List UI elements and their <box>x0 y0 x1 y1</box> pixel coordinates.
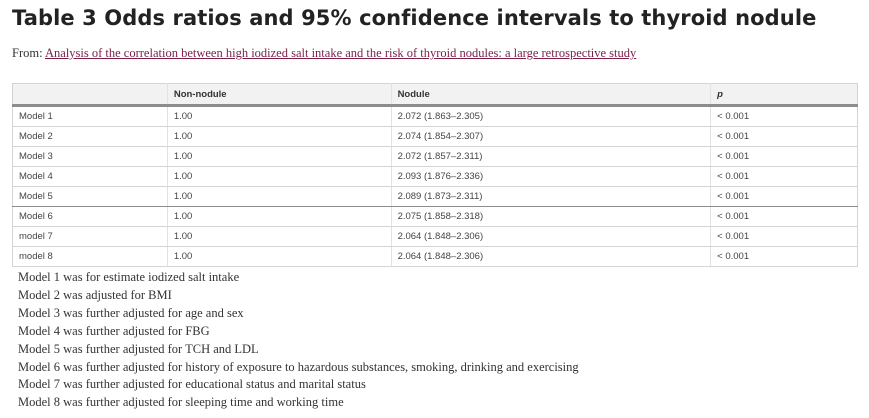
table-header-row: Non-nodule Nodule p <box>12 83 858 107</box>
cell-model: Model 4 <box>12 166 168 187</box>
cell-model: Model 3 <box>12 146 168 167</box>
footnote: Model 3 was further adjusted for age and… <box>18 305 244 320</box>
table-row: Model 2 1.00 2.074 (1.854–2.307) < 0.001 <box>12 126 858 147</box>
page-title: Table 3 Odds ratios and 95% confidence i… <box>12 6 817 30</box>
cell-non-nodule: 1.00 <box>166 105 392 127</box>
cell-nodule: 2.089 (1.873–2.311) <box>390 186 711 207</box>
table-row: Model 3 1.00 2.072 (1.857–2.311) < 0.001 <box>12 146 858 167</box>
footnote: Model 1 was for estimate iodized salt in… <box>18 270 240 284</box>
cell-p: < 0.001 <box>710 105 858 127</box>
cell-model: model 7 <box>12 226 168 247</box>
table-row: Model 5 1.00 2.089 (1.873–2.311) < 0.001 <box>12 186 858 207</box>
cell-model: model 8 <box>12 246 168 267</box>
cell-model: Model 5 <box>12 186 168 207</box>
odds-ratio-table: Non-nodule Nodule p Model 1 1.00 2.072 (… <box>12 83 858 267</box>
cell-model: Model 1 <box>12 105 168 127</box>
cell-model: Model 6 <box>12 206 168 227</box>
cell-p: < 0.001 <box>710 146 858 167</box>
table-row: Model 1 1.00 2.072 (1.863–2.305) < 0.001 <box>12 105 858 127</box>
header-non-nodule: Non-nodule <box>166 83 392 107</box>
cell-p: < 0.001 <box>710 226 858 247</box>
header-model <box>12 83 168 107</box>
cell-p: < 0.001 <box>710 166 858 187</box>
footnote: Model 7 was further adjusted for educati… <box>18 377 366 392</box>
table-row: model 8 1.00 2.064 (1.848–2.306) < 0.001 <box>12 246 858 267</box>
cell-p: < 0.001 <box>710 186 858 207</box>
cell-non-nodule: 1.00 <box>166 126 392 147</box>
cell-nodule: 2.074 (1.854–2.307) <box>390 126 711 147</box>
header-nodule: Nodule <box>390 83 711 107</box>
footnote: Model 8 was further adjusted for sleepin… <box>18 395 344 410</box>
footnote: Model 4 was further adjusted for FBG <box>18 323 210 338</box>
cell-non-nodule: 1.00 <box>166 146 392 167</box>
cell-nodule: 2.075 (1.858–2.318) <box>390 206 711 227</box>
cell-nodule: 2.064 (1.848–2.306) <box>390 246 711 267</box>
header-p: p <box>710 83 858 107</box>
footnote: Model 6 was further adjusted for history… <box>18 359 579 374</box>
cell-nodule: 2.072 (1.863–2.305) <box>390 105 711 127</box>
cell-p: < 0.001 <box>710 206 858 227</box>
source-prefix: From: <box>12 46 43 60</box>
table-row: Model 6 1.00 2.075 (1.858–2.318) < 0.001 <box>12 206 858 227</box>
table-row: model 7 1.00 2.064 (1.848–2.306) < 0.001 <box>12 226 858 247</box>
cell-nodule: 2.093 (1.876–2.336) <box>390 166 711 187</box>
cell-non-nodule: 1.00 <box>166 186 392 207</box>
cell-model: Model 2 <box>12 126 168 147</box>
cell-p: < 0.001 <box>710 246 858 267</box>
table-footnotes: Model 1 was for estimate iodized salt in… <box>18 269 579 412</box>
cell-nodule: 2.064 (1.848–2.306) <box>390 226 711 247</box>
footnote: Model 2 was adjusted for BMI <box>18 287 172 302</box>
cell-non-nodule: 1.00 <box>166 226 392 247</box>
source-article-link[interactable]: Analysis of the correlation between high… <box>45 46 637 60</box>
cell-nodule: 2.072 (1.857–2.311) <box>390 146 711 167</box>
cell-non-nodule: 1.00 <box>166 206 392 227</box>
source-line: From: Analysis of the correlation betwee… <box>12 46 636 61</box>
table-row: Model 4 1.00 2.093 (1.876–2.336) < 0.001 <box>12 166 858 187</box>
cell-p: < 0.001 <box>710 126 858 147</box>
cell-non-nodule: 1.00 <box>166 246 392 267</box>
cell-non-nodule: 1.00 <box>166 166 392 187</box>
footnote: Model 5 was further adjusted for TCH and… <box>18 341 259 356</box>
